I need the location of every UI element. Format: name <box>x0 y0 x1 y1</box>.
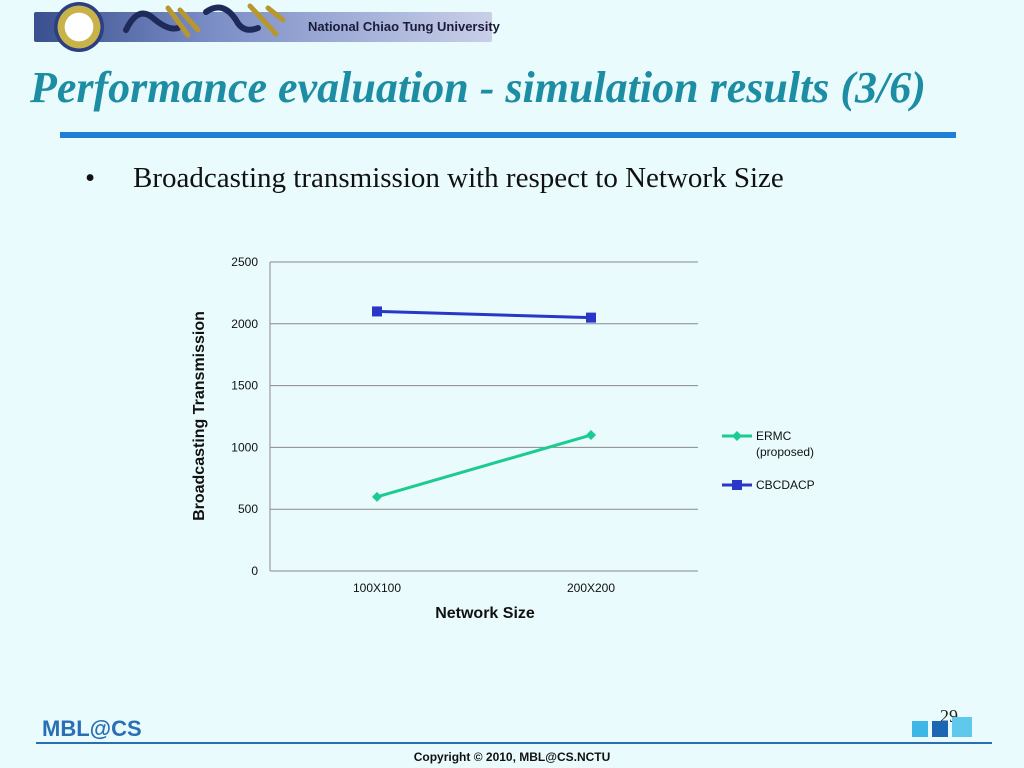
footer-rule <box>36 742 992 744</box>
y-axis-ticks: 0 500 1000 1500 2000 2500 <box>231 255 258 578</box>
legend-marker-0 <box>732 431 742 441</box>
copyright-notice: Copyright © 2010, MBL@CS.NCTU <box>413 750 611 764</box>
x-axis-label: Network Size <box>435 605 535 622</box>
chart-gridlines <box>269 261 698 572</box>
x-axis-ticks: 100X100 200X200 <box>353 581 615 595</box>
legend-label-1: CBCDACP <box>756 478 815 492</box>
university-seal-icon <box>54 2 104 52</box>
y-tick-label-2500: 2500 <box>231 255 258 269</box>
legend-marker-1 <box>732 480 742 490</box>
y-tick-label-1500: 1500 <box>231 379 258 393</box>
data-point-1-0 <box>372 306 382 317</box>
chart-series <box>372 306 596 502</box>
bullet-text: Broadcasting transmission with respect t… <box>133 162 784 194</box>
university-name: National Chiao Tung University <box>308 19 500 34</box>
series-line-1 <box>376 309 592 320</box>
bullet-item: • Broadcasting transmission with respect … <box>85 162 784 195</box>
chart-legend: ERMC (proposed) CBCDACP <box>722 429 815 492</box>
data-point-0-1 <box>586 430 596 441</box>
x-tick-label-100x100: 100X100 <box>353 581 401 595</box>
university-calligraphy-logo <box>123 3 286 38</box>
y-tick-label-1000: 1000 <box>231 440 258 454</box>
bullet-symbol: • <box>85 162 96 194</box>
y-tick-label-500: 500 <box>238 502 258 516</box>
title-underline <box>60 132 956 138</box>
legend-label-0: ERMC (proposed) <box>756 429 814 459</box>
data-point-1-1 <box>586 312 596 323</box>
series-line-0 <box>376 433 592 499</box>
y-axis-label: Broadcasting Transmission <box>191 311 208 521</box>
mbl-logo: MBL@CS <box>42 716 142 741</box>
x-tick-label-200x200: 200X200 <box>567 581 615 595</box>
y-tick-label-0: 0 <box>251 564 258 578</box>
y-tick-label-2000: 2000 <box>231 317 258 331</box>
data-point-0-0 <box>372 491 382 502</box>
slide-title: Performance evaluation - simulation resu… <box>30 63 926 112</box>
